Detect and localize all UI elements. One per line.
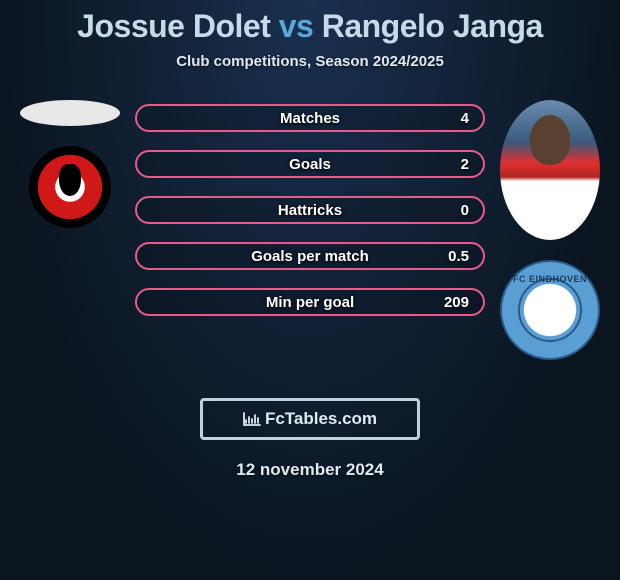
stat-bar-min-per-goal: Min per goal 209 — [135, 288, 485, 316]
stat-label: Hattricks — [137, 202, 483, 219]
comparison-title: Jossue Dolet vs Rangelo Janga — [0, 0, 620, 45]
stat-value-right: 0.5 — [448, 248, 469, 265]
stat-value-right: 4 — [461, 110, 469, 127]
stat-value-right: 0 — [461, 202, 469, 219]
stat-value-right: 2 — [461, 156, 469, 173]
brand-box: FcTables.com — [200, 398, 420, 440]
comparison-content: Matches 4 Goals 2 Hattricks 0 Goals per … — [0, 100, 620, 360]
player2-club-logo: FC EINDHOVEN — [500, 260, 600, 360]
club2-text: FC EINDHOVEN — [502, 274, 598, 284]
stat-bar-hattricks: Hattricks 0 — [135, 196, 485, 224]
date-text: 12 november 2024 — [0, 460, 620, 480]
subtitle: Club competitions, Season 2024/2025 — [0, 53, 620, 70]
player1-name: Jossue Dolet — [77, 8, 270, 44]
vs-separator: vs — [279, 8, 314, 44]
player2-avatar — [500, 100, 600, 240]
stat-label: Goals per match — [137, 248, 483, 265]
brand-text: FcTables.com — [265, 409, 377, 429]
stat-bar-goals-per-match: Goals per match 0.5 — [135, 242, 485, 270]
right-column: FC EINDHOVEN — [495, 100, 605, 360]
stat-label: Min per goal — [137, 294, 483, 311]
player1-avatar-placeholder — [20, 100, 120, 126]
player2-name: Rangelo Janga — [322, 8, 543, 44]
stat-label: Matches — [137, 110, 483, 127]
stat-bar-goals: Goals 2 — [135, 150, 485, 178]
stat-bar-matches: Matches 4 — [135, 104, 485, 132]
chart-icon — [243, 412, 261, 426]
stat-bars: Matches 4 Goals 2 Hattricks 0 Goals per … — [135, 100, 485, 316]
stat-label: Goals — [137, 156, 483, 173]
left-column — [15, 100, 125, 228]
stat-value-right: 209 — [444, 294, 469, 311]
player1-club-logo — [29, 146, 111, 228]
